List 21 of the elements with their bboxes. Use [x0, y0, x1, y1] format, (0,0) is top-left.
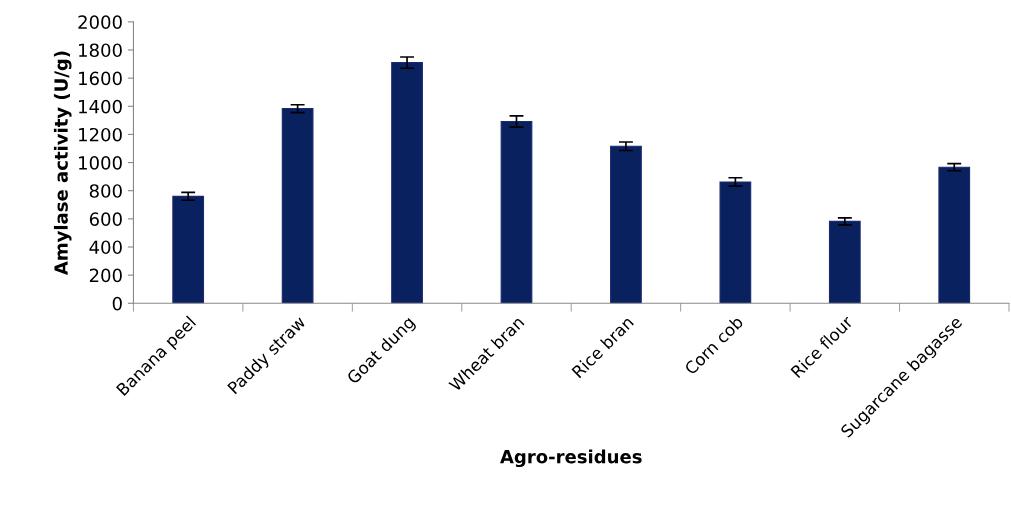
y-tick-label: 1400: [79, 99, 122, 114]
bar: [610, 145, 642, 304]
y-tick-label: 600: [89, 212, 122, 226]
bar: [719, 181, 752, 304]
bar: [828, 220, 861, 304]
bar: [500, 120, 533, 304]
y-tick-label: 2000: [78, 15, 122, 29]
y-tick-label: 200: [89, 268, 122, 283]
bar: [938, 166, 971, 304]
bar: [281, 108, 314, 304]
x-axis-title: Agro-residues: [500, 449, 642, 468]
bar: [391, 62, 423, 304]
y-axis-title: Amylase activity (U/g): [53, 51, 72, 276]
y-tick-label: 0: [112, 296, 122, 311]
y-tick-label: 1600: [79, 71, 122, 86]
bar: [172, 195, 205, 304]
y-tick-label: 1800: [79, 43, 122, 58]
y-tick-label: 800: [89, 184, 122, 198]
y-tick-label: 400: [89, 240, 122, 255]
y-tick-label: 1200: [79, 127, 122, 142]
y-tick-label: 1000: [79, 156, 122, 170]
